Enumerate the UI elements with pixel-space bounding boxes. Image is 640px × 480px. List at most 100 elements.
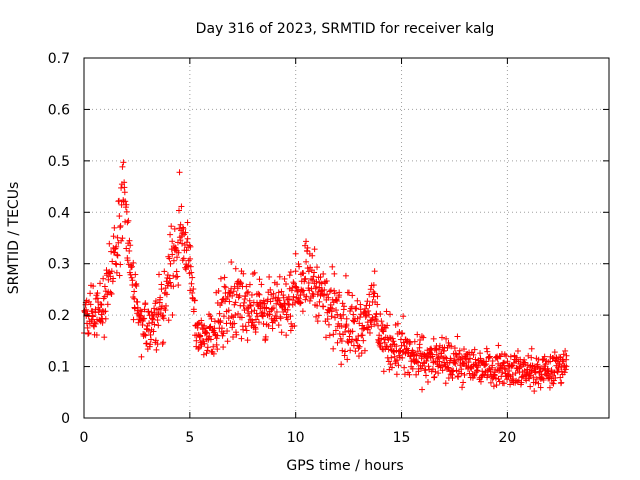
y-tick-label: 0.3 bbox=[48, 257, 70, 273]
data-point bbox=[374, 293, 381, 300]
data-point bbox=[147, 336, 154, 343]
data-point bbox=[276, 273, 283, 280]
data-point bbox=[303, 258, 310, 265]
data-point bbox=[129, 263, 136, 270]
data-point bbox=[184, 219, 191, 226]
data-point bbox=[314, 302, 321, 309]
data-point bbox=[195, 345, 202, 352]
data-point bbox=[435, 370, 442, 377]
data-point bbox=[218, 299, 225, 306]
data-point bbox=[332, 297, 339, 304]
data-point bbox=[395, 362, 402, 369]
data-point bbox=[429, 353, 436, 360]
data-point bbox=[132, 271, 139, 278]
data-point bbox=[154, 317, 161, 324]
data-point bbox=[98, 301, 105, 308]
data-point bbox=[263, 305, 270, 312]
data-point bbox=[242, 323, 249, 330]
data-point bbox=[87, 301, 94, 308]
data-point bbox=[141, 306, 148, 313]
data-point bbox=[523, 377, 530, 384]
data-point bbox=[186, 242, 193, 249]
data-point bbox=[145, 327, 152, 334]
data-point bbox=[358, 350, 365, 357]
data-point bbox=[525, 352, 532, 359]
data-point bbox=[393, 371, 400, 378]
data-point bbox=[482, 362, 489, 369]
data-point bbox=[101, 334, 108, 341]
data-point bbox=[252, 316, 259, 323]
data-point bbox=[137, 307, 144, 314]
data-point bbox=[232, 265, 239, 272]
data-point bbox=[118, 237, 125, 244]
data-point bbox=[302, 275, 309, 282]
data-point bbox=[387, 361, 394, 368]
data-point bbox=[304, 244, 311, 251]
data-point bbox=[330, 331, 337, 338]
data-point bbox=[128, 264, 135, 271]
data-point bbox=[248, 291, 255, 298]
data-point bbox=[387, 311, 394, 318]
data-point bbox=[256, 276, 263, 283]
data-point bbox=[240, 270, 247, 277]
data-point bbox=[123, 208, 130, 215]
data-point bbox=[225, 307, 232, 314]
data-point bbox=[442, 354, 449, 361]
data-point bbox=[383, 308, 390, 315]
data-point bbox=[331, 287, 338, 294]
data-point bbox=[278, 288, 285, 295]
data-point bbox=[443, 335, 450, 342]
data-point bbox=[121, 189, 128, 196]
data-point bbox=[459, 384, 466, 391]
data-point bbox=[313, 313, 320, 320]
data-point bbox=[231, 320, 238, 327]
data-point bbox=[342, 272, 349, 279]
data-point bbox=[361, 347, 368, 354]
data-point bbox=[244, 305, 251, 312]
data-point bbox=[334, 298, 341, 305]
data-point bbox=[376, 332, 383, 339]
data-point bbox=[527, 383, 534, 390]
data-point bbox=[470, 351, 477, 358]
data-point bbox=[514, 348, 521, 355]
data-point bbox=[286, 296, 293, 303]
data-point bbox=[200, 338, 207, 345]
data-point bbox=[312, 285, 319, 292]
data-point bbox=[501, 365, 508, 372]
data-point bbox=[231, 283, 238, 290]
data-point bbox=[196, 333, 203, 340]
data-point bbox=[90, 283, 97, 290]
data-point bbox=[324, 291, 331, 298]
data-point bbox=[148, 309, 155, 316]
data-point bbox=[228, 313, 235, 320]
data-point bbox=[354, 297, 361, 304]
data-point bbox=[166, 255, 173, 262]
data-point bbox=[305, 279, 312, 286]
data-point bbox=[330, 345, 337, 352]
data-point bbox=[399, 330, 406, 337]
data-point bbox=[493, 354, 500, 361]
axis-ticks bbox=[83, 57, 609, 419]
data-point bbox=[359, 332, 366, 339]
data-point bbox=[266, 273, 273, 280]
data-point bbox=[411, 338, 418, 345]
data-point bbox=[541, 353, 548, 360]
data-point bbox=[238, 335, 245, 342]
data-point bbox=[157, 294, 164, 301]
data-point bbox=[269, 325, 276, 332]
data-point bbox=[297, 300, 304, 307]
data-point bbox=[292, 283, 299, 290]
data-point bbox=[534, 364, 541, 371]
data-point bbox=[102, 308, 109, 315]
data-point bbox=[110, 233, 117, 240]
data-point bbox=[320, 303, 327, 310]
data-point bbox=[324, 316, 331, 323]
data-point bbox=[221, 274, 228, 281]
data-point bbox=[346, 289, 353, 296]
data-point bbox=[532, 379, 539, 386]
data-point bbox=[420, 334, 427, 341]
data-point bbox=[251, 269, 258, 276]
data-point bbox=[378, 335, 385, 342]
data-point bbox=[314, 318, 321, 325]
data-point bbox=[175, 249, 182, 256]
